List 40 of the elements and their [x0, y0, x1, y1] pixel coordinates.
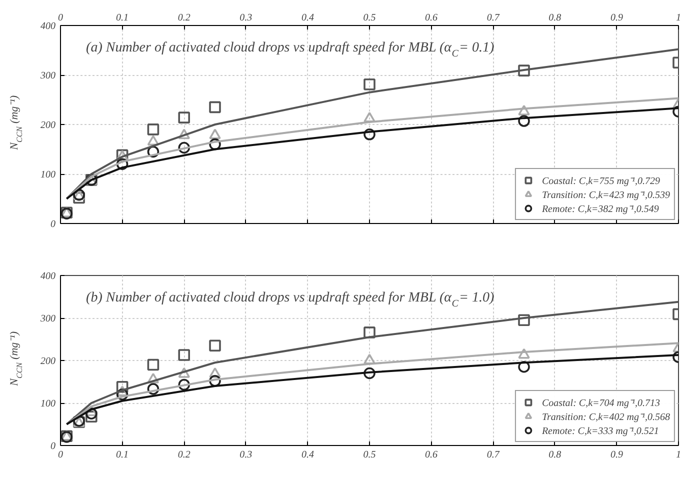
x-tick-label: 0.6: [425, 450, 438, 460]
x-tick-label: 0.3: [240, 12, 252, 24]
y-tick-label: 400: [40, 271, 56, 282]
x-tick-label: 0.9: [610, 12, 623, 24]
legend-label: Remote: C,k=382 mg⁻¹,0.549: [542, 203, 659, 215]
x-tick-label: 0.7: [486, 450, 500, 460]
y-tick-label: 400: [40, 21, 56, 32]
legend-label: Transition: C,k=423 mg⁻¹,0.539: [542, 189, 670, 201]
y-tick-label: 0: [50, 441, 56, 452]
x-tick-label: 0: [58, 450, 63, 460]
x-tick-label: 0.5: [363, 450, 376, 460]
x-tick-label: 0.3: [240, 450, 252, 460]
y-tick-label: 100: [40, 170, 56, 180]
y-tick-label: 100: [40, 398, 56, 410]
legend-label: Coastal: C,k=704 mg⁻¹,0.713: [542, 397, 660, 409]
y-axis-title: NCCN (mg⁻¹): [8, 95, 24, 151]
x-tick-label: 0.1: [116, 12, 129, 24]
legend-label: Transition: C,k=402 mg⁻¹,0.568: [542, 411, 670, 423]
x-tick-label: 0.1: [116, 450, 129, 460]
x-tick-label: 0: [58, 12, 63, 24]
x-tick-label: 0.7: [486, 12, 500, 24]
y-tick-label: 300: [40, 314, 56, 324]
x-tick-label: 0.6: [425, 12, 438, 24]
x-tick-label: 0.8: [548, 12, 562, 24]
x-tick-label: 1: [676, 450, 681, 460]
y-tick-label: 0: [50, 219, 56, 230]
x-tick-label: 0.9: [610, 450, 623, 460]
x-tick-label: 0.4: [301, 450, 314, 460]
y-axis-title: NCCN (mg⁻¹): [8, 331, 24, 387]
x-tick-label: 0.5: [363, 12, 376, 24]
legend-label: Remote: C,k=333 mg⁻¹,0.521: [542, 425, 659, 437]
x-tick-label: 1: [676, 12, 681, 24]
x-tick-label: 0.2: [178, 12, 190, 24]
x-tick-label: 0.8: [548, 450, 562, 460]
legend-label: Coastal: C,k=755 mg⁻¹,0.729: [542, 175, 660, 187]
y-tick-label: 200: [40, 356, 56, 367]
x-tick-label: 0.4: [301, 12, 314, 24]
y-tick-label: 200: [40, 120, 56, 131]
y-tick-label: 300: [40, 70, 56, 82]
x-tick-label: 0.2: [178, 450, 190, 460]
